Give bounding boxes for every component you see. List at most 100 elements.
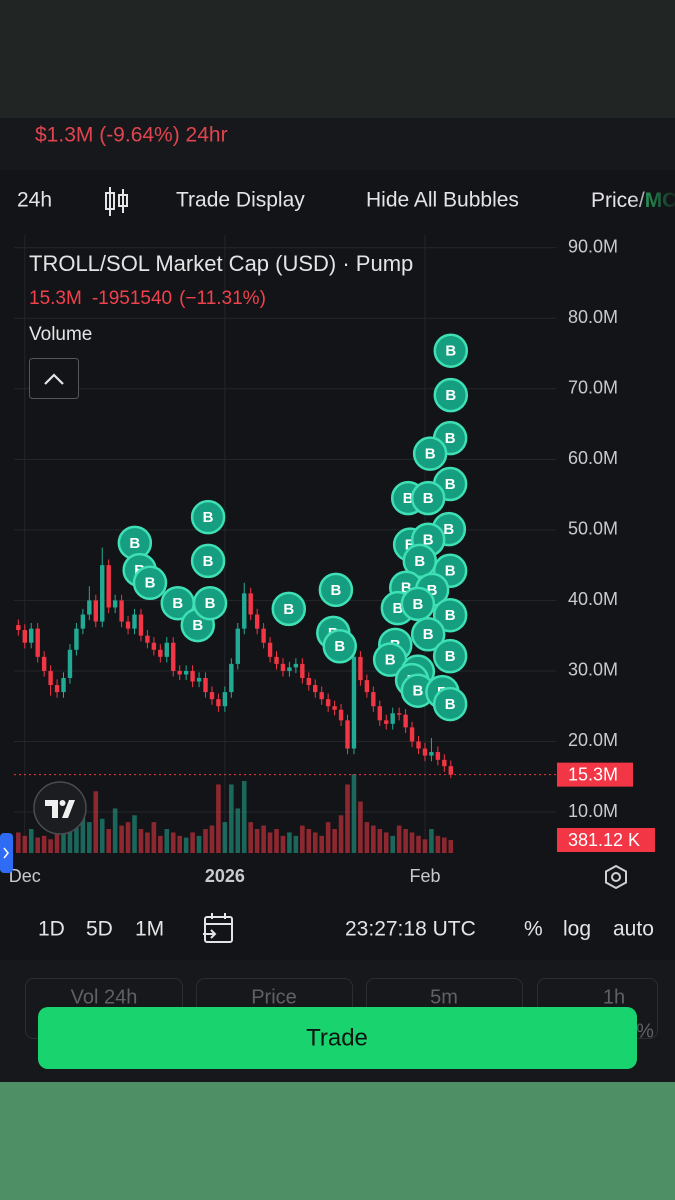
volume-bar xyxy=(209,825,215,853)
toolbar-fade xyxy=(630,180,675,224)
tv-logo[interactable] xyxy=(33,781,87,835)
range-button[interactable]: 24h xyxy=(17,189,52,212)
tab-label[interactable]: 1h xyxy=(603,986,625,1008)
trade-bubble xyxy=(271,591,307,627)
candle-body xyxy=(384,720,389,724)
bubble-label: B xyxy=(445,476,456,493)
bubble-label: B xyxy=(414,553,425,570)
chart-change: 15.3M -1951540 (−11.31%) xyxy=(29,288,266,309)
hide-bubbles-button[interactable]: Hide All Bubbles xyxy=(366,189,519,212)
volume-bar xyxy=(403,829,408,853)
volume-bar xyxy=(158,835,163,853)
volume-bar xyxy=(409,832,415,853)
candle-icon[interactable] xyxy=(105,187,128,216)
side-tab[interactable] xyxy=(0,833,13,873)
candle-body xyxy=(293,663,299,668)
trade-bubble xyxy=(402,543,438,579)
volume-bar xyxy=(416,835,421,853)
settings-icon[interactable] xyxy=(605,864,627,890)
tab-label[interactable]: 5m xyxy=(430,986,458,1008)
trade-button[interactable] xyxy=(38,1007,637,1069)
candle-body xyxy=(351,656,357,749)
candle-body xyxy=(442,759,447,767)
bubble-label: B xyxy=(445,563,456,580)
auto-toggle[interactable]: auto xyxy=(613,918,654,941)
volume-bar xyxy=(54,822,60,853)
percent-toggle[interactable]: % xyxy=(524,918,543,941)
candle-body xyxy=(358,656,363,681)
trade-display-button[interactable]: Trade Display xyxy=(176,189,305,212)
candle-body xyxy=(377,706,382,721)
volume-bar xyxy=(28,829,34,853)
volume-bar xyxy=(358,801,363,853)
volume-bar xyxy=(274,829,279,853)
candle-body xyxy=(22,630,27,643)
bubble-label: B xyxy=(283,601,294,618)
volume-bar xyxy=(35,837,40,853)
interval-button[interactable]: 1M xyxy=(135,918,164,941)
last-volume-box xyxy=(557,828,655,852)
volume-title: Volume xyxy=(29,324,92,345)
tab-label[interactable]: Price xyxy=(251,986,297,1008)
candle-body xyxy=(280,663,286,671)
candle-body xyxy=(183,670,189,675)
candle-body xyxy=(416,741,421,749)
candle-body xyxy=(132,614,137,629)
volume-bar xyxy=(87,822,92,853)
interval-button[interactable]: 5D xyxy=(86,918,113,941)
abs-change: -1951540 xyxy=(92,288,172,309)
volume-bar xyxy=(80,811,86,853)
candle-body xyxy=(332,706,337,710)
volume-bar xyxy=(151,822,157,853)
volume-bar xyxy=(377,829,383,853)
volume-bar xyxy=(448,839,454,853)
trade-bubble xyxy=(318,572,354,608)
volume-bar xyxy=(306,829,312,853)
bubble-label: B xyxy=(192,617,203,634)
volume-bar xyxy=(319,835,324,853)
log-toggle[interactable]: log xyxy=(563,918,591,941)
trade-button-label[interactable]: Trade xyxy=(306,1024,368,1051)
candle-body xyxy=(229,663,234,693)
header-strip xyxy=(0,118,675,170)
goto-date-icon[interactable] xyxy=(203,913,233,943)
bubble-label: B xyxy=(412,596,423,613)
volume-bar xyxy=(216,784,221,853)
candle-body xyxy=(313,685,318,693)
trade-bubble xyxy=(190,543,226,579)
side-tab-arrow xyxy=(3,847,9,859)
volume-bar xyxy=(190,832,195,853)
volume-bar xyxy=(164,829,170,853)
volume-bar xyxy=(261,825,266,853)
y-tick-label: 60.0M xyxy=(568,448,618,468)
collapse-button[interactable] xyxy=(29,358,79,399)
volume-bar xyxy=(61,832,66,853)
candle-body xyxy=(80,614,86,629)
last-price-box xyxy=(557,762,633,787)
candle-body xyxy=(171,642,176,671)
bubble-label: B xyxy=(129,535,140,552)
candle-body xyxy=(145,635,150,643)
tab-label[interactable]: Vol 24h xyxy=(71,986,138,1008)
candle-body xyxy=(403,714,408,728)
volume-bar xyxy=(93,791,99,853)
candle-body xyxy=(16,625,21,631)
candle-body xyxy=(93,600,98,622)
volume-bar xyxy=(435,835,441,853)
volume-bar xyxy=(74,818,79,853)
bubble-label: B xyxy=(412,683,423,700)
clock: 23:27:18 UTC xyxy=(345,918,476,941)
volume-bar xyxy=(254,829,260,853)
interval-button[interactable]: 1D xyxy=(38,918,65,941)
candle-body xyxy=(48,670,53,686)
candle-body xyxy=(106,565,111,608)
candle-body xyxy=(448,766,453,775)
candle-body xyxy=(190,670,195,682)
candle-body xyxy=(151,642,157,650)
candle-body xyxy=(306,678,311,686)
bubble-label: B xyxy=(203,553,214,570)
volume-bar xyxy=(241,781,247,853)
candle-body xyxy=(125,621,131,629)
